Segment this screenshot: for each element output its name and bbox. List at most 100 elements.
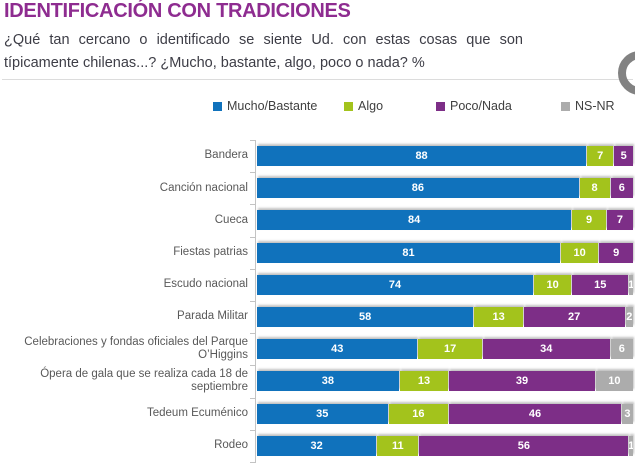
chart-row: Bandera 88 7 5 — [0, 140, 633, 172]
chart-row: Ópera de gala que se realiza cada 18 de … — [0, 365, 633, 397]
bar-segment-poco-nada: 15 — [572, 274, 629, 295]
bar-segment-algo: 17 — [418, 339, 482, 360]
category-label: Escudo nacional — [163, 278, 248, 291]
bar-value-label: 10 — [608, 375, 621, 388]
bar-value-label: 16 — [412, 407, 425, 420]
bar-segment-algo: 13 — [399, 371, 449, 392]
stacked-bar: 38 13 39 10 — [257, 371, 633, 392]
bar-segment-poco-nada: 46 — [449, 403, 621, 424]
legend-item-ns-nr: NS-NR — [561, 98, 615, 114]
bar-value-label: 34 — [540, 343, 553, 356]
stacked-bar: 35 16 46 3 — [257, 403, 633, 424]
axis-tick — [250, 301, 256, 302]
bar-value-label: 1 — [629, 439, 633, 452]
chart-row: Parada Militar 58 13 27 2 — [0, 301, 633, 333]
bar-segment-algo: 11 — [377, 435, 419, 456]
chart-legend: Mucho/Bastante Algo Poco/Nada NS-NR — [0, 98, 635, 116]
category-label: Fiestas patrias — [173, 245, 248, 258]
bar-segment-mucho-bastante: 74 — [257, 274, 534, 295]
category-label: Tedeum Ecuménico — [147, 406, 248, 419]
bar-segment-mucho-bastante: 43 — [257, 339, 418, 360]
bar-value-label: 9 — [585, 214, 593, 227]
bar-value-label: 27 — [568, 311, 581, 324]
bar-segment-algo: 10 — [534, 274, 572, 295]
bar-segment-ns-nr: 10 — [595, 371, 633, 392]
bar-value-label: 38 — [321, 375, 334, 388]
axis-tick — [250, 365, 256, 367]
bar-segment-ns-nr: 3 — [621, 403, 633, 424]
stacked-bar: 81 10 9 — [257, 242, 633, 263]
bar-segment-mucho-bastante: 38 — [257, 371, 399, 392]
bar-value-label: 6 — [618, 182, 625, 195]
bar-value-label: 9 — [613, 246, 620, 259]
stacked-bar: 32 11 56 1 — [257, 435, 633, 456]
legend-label: Poco/Nada — [450, 99, 512, 113]
category-label: Celebraciones y fondas oficiales del Par… — [24, 335, 248, 362]
question-line-2: típicamente chilenas...? ¿Mucho, bastant… — [4, 54, 425, 71]
category-label: Ópera de gala que se realiza cada 18 de … — [40, 367, 248, 394]
chart-plot: Bandera 88 7 5 Canción nacional 86 8 6 Cueca 84 9 7… — [0, 140, 634, 464]
bar-segment-algo: 9 — [572, 210, 606, 231]
bar-value-label: 2 — [626, 311, 633, 324]
chart-row: Rodeo 32 11 56 1 — [0, 430, 633, 462]
bar-value-label: 56 — [517, 439, 530, 452]
bar-segment-mucho-bastante: 58 — [257, 307, 474, 328]
bar-segment-poco-nada: 9 — [599, 242, 633, 263]
axis-tick — [250, 333, 256, 335]
bar-segment-algo: 10 — [560, 242, 599, 263]
bar-value-label: 7 — [597, 150, 604, 163]
bar-value-label: 74 — [388, 278, 402, 291]
bar-segment-ns-nr: 1 — [629, 274, 633, 295]
stacked-bar: 88 7 5 — [257, 146, 633, 167]
axis-tick — [250, 268, 256, 270]
legend-swatch-icon — [436, 101, 445, 111]
bar-value-label: 8 — [591, 182, 598, 195]
ring-logo — [618, 51, 635, 95]
bar-value-label: 6 — [618, 343, 625, 356]
legend-label: NS-NR — [575, 99, 615, 113]
bar-value-label: 11 — [392, 439, 404, 452]
chart-row: Celebraciones y fondas oficiales del Par… — [0, 333, 634, 365]
bar-segment-ns-nr: 6 — [610, 339, 634, 360]
axis-tick — [250, 204, 256, 206]
category-label: Rodeo — [214, 439, 248, 452]
axis-tick — [250, 462, 256, 463]
legend-swatch-icon — [344, 101, 353, 111]
stacked-bar: 84 9 7 — [257, 210, 633, 231]
bar-value-label: 46 — [528, 407, 542, 420]
bar-segment-poco-nada: 56 — [419, 435, 629, 456]
axis-tick — [250, 429, 256, 431]
legend-item-mucho-bastante: Mucho/Bastante — [213, 98, 317, 114]
chart-row: Fiestas patrias 81 10 9 — [0, 237, 633, 269]
stacked-bar: 74 10 15 1 — [257, 274, 633, 295]
bar-segment-algo: 16 — [388, 403, 449, 424]
bar-segment-poco-nada: 34 — [482, 339, 610, 360]
bar-value-label: 84 — [407, 214, 421, 227]
bar-segment-mucho-bastante: 86 — [257, 178, 579, 199]
bar-segment-mucho-bastante: 81 — [257, 242, 560, 263]
legend-item-poco-nada: Poco/Nada — [436, 98, 512, 114]
bar-value-label: 13 — [417, 375, 431, 388]
category-label: Cueca — [214, 213, 248, 226]
bar-value-label: 10 — [573, 246, 586, 259]
bar-value-label: 86 — [411, 182, 424, 195]
bar-segment-algo: 13 — [474, 307, 523, 328]
bar-value-label: 7 — [616, 214, 623, 227]
bar-value-label: 13 — [492, 311, 505, 324]
bar-segment-ns-nr: 2 — [625, 307, 633, 328]
bar-segment-mucho-bastante: 84 — [257, 210, 572, 231]
chart-row: Canción nacional 86 8 6 — [0, 172, 633, 204]
chart-row: Cueca 84 9 7 — [0, 204, 633, 236]
bar-value-label: 17 — [443, 343, 457, 356]
bar-value-label: 5 — [620, 150, 627, 163]
question-text: ¿Qué tan cercano o identificado se sient… — [4, 29, 523, 74]
stacked-bar: 58 13 27 2 — [257, 307, 633, 328]
bar-segment-poco-nada: 39 — [449, 371, 595, 392]
legend-swatch-icon — [561, 101, 570, 111]
axis-tick — [250, 140, 256, 141]
bar-value-label: 58 — [359, 311, 372, 324]
bar-segment-algo: 7 — [587, 146, 614, 167]
chart-row: Tedeum Ecuménico 35 16 46 3 — [0, 398, 633, 430]
legend-label: Mucho/Bastante — [227, 99, 318, 113]
